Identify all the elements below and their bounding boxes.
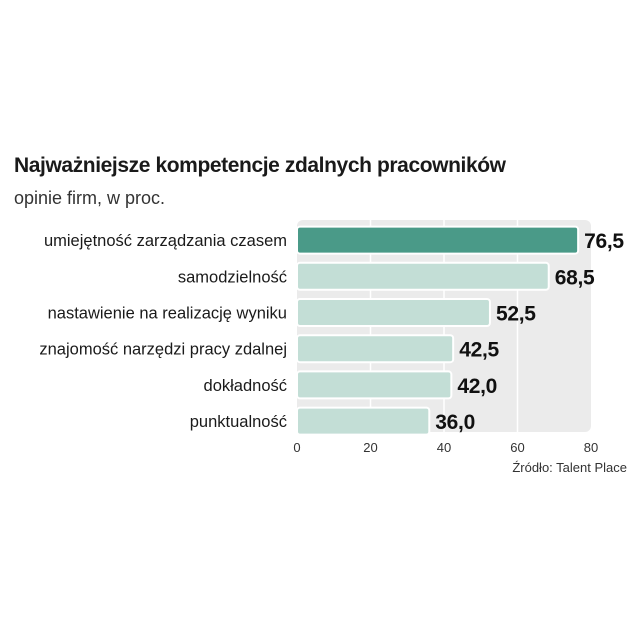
value-label-1: 68,5 [555, 266, 595, 289]
category-label-1: samodzielność [178, 268, 287, 286]
x-tick-label-4: 80 [584, 440, 598, 455]
x-tick-label-3: 60 [510, 440, 524, 455]
category-label-5: punktualność [190, 413, 287, 431]
chart-title: Najważniejsze kompetencje zdalnych praco… [14, 154, 506, 177]
value-label-3: 42,5 [459, 339, 499, 362]
value-label-0: 76,5 [584, 230, 624, 253]
category-label-2: nastawienie na realizację wyniku [48, 305, 287, 323]
category-label-3: znajomość narzędzi pracy zdalnej [39, 341, 287, 359]
bar-4 [296, 370, 453, 400]
bar-0 [296, 225, 580, 255]
value-label-5: 36,0 [435, 411, 475, 434]
chart-subtitle: opinie firm, w proc. [14, 188, 166, 208]
category-label-4: dokładność [204, 377, 287, 395]
bar-3 [296, 334, 455, 364]
x-tick-label-2: 40 [437, 440, 451, 455]
source-note: Źródło: Talent Place [512, 460, 627, 475]
value-label-4: 42,0 [457, 375, 497, 398]
bar-1 [296, 261, 550, 291]
x-tick-label-1: 20 [363, 440, 377, 455]
value-label-2: 52,5 [496, 303, 536, 326]
bar-5 [296, 406, 431, 436]
category-label-0: umiejętność zarządzania czasem [44, 232, 287, 250]
bar-2 [296, 298, 491, 327]
x-tick-label-0: 0 [293, 440, 300, 455]
